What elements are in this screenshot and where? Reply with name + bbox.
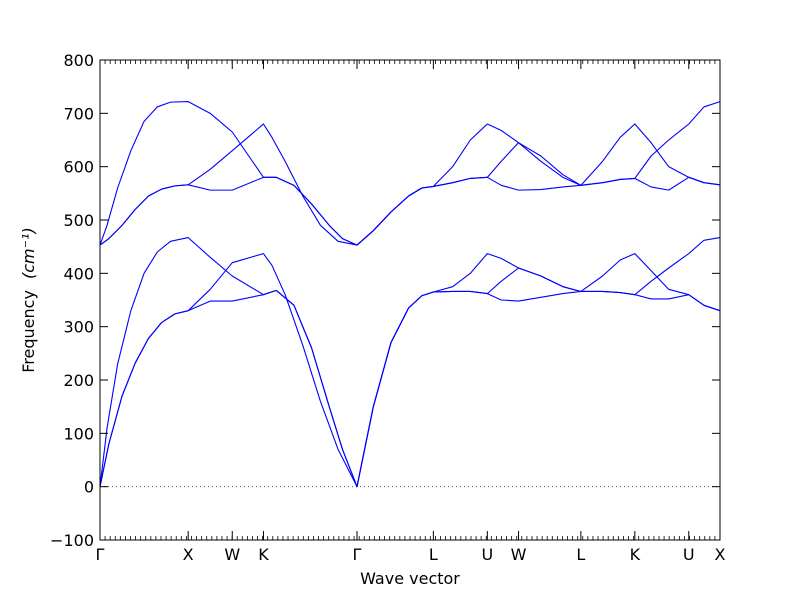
x-tick-label: X [183, 545, 194, 564]
band-series-2 [99, 253, 721, 488]
x-tick-label: W [224, 545, 240, 564]
x-tick-label: U [683, 545, 695, 564]
y-axis-label-unit: (cm⁻¹) [19, 227, 38, 279]
y-axis-label-text: Frequency [19, 290, 38, 373]
y-tick-labels: −100 0 100 200 300 400 500 600 700 800 [50, 51, 94, 550]
x-tick-label: Γ [353, 545, 362, 564]
x-tick-label: L [576, 545, 585, 564]
axis-ticks-group [99, 59, 721, 541]
band-series-5 [99, 123, 721, 246]
band-series-3 [99, 237, 721, 488]
plot-frame [99, 59, 721, 541]
y-tick-label: 300 [63, 318, 94, 337]
band-series-1 [99, 289, 721, 488]
x-tick-label: W [511, 545, 527, 564]
y-tick-label: −100 [50, 531, 94, 550]
y-tick-label: 100 [63, 424, 94, 443]
y-tick-label: 500 [63, 211, 94, 230]
y-tick-label: 0 [84, 478, 94, 497]
band-series-6 [99, 101, 721, 246]
x-axis-label: Wave vector [360, 569, 460, 588]
y-tick-label: 600 [63, 158, 94, 177]
x-tick-label: K [258, 545, 269, 564]
x-tick-label: Γ [96, 545, 105, 564]
x-tick-label: X [715, 545, 726, 564]
y-tick-label: 800 [63, 51, 94, 70]
x-tick-label: K [630, 545, 641, 564]
band-series-group [99, 101, 721, 488]
band-series-4 [99, 176, 721, 246]
x-tick-label: U [481, 545, 493, 564]
y-axis-label: Frequency (cm⁻¹) [19, 227, 38, 372]
y-tick-label: 400 [63, 264, 94, 283]
y-tick-label: 200 [63, 371, 94, 390]
y-tick-label: 700 [63, 104, 94, 123]
x-tick-label: L [429, 545, 438, 564]
